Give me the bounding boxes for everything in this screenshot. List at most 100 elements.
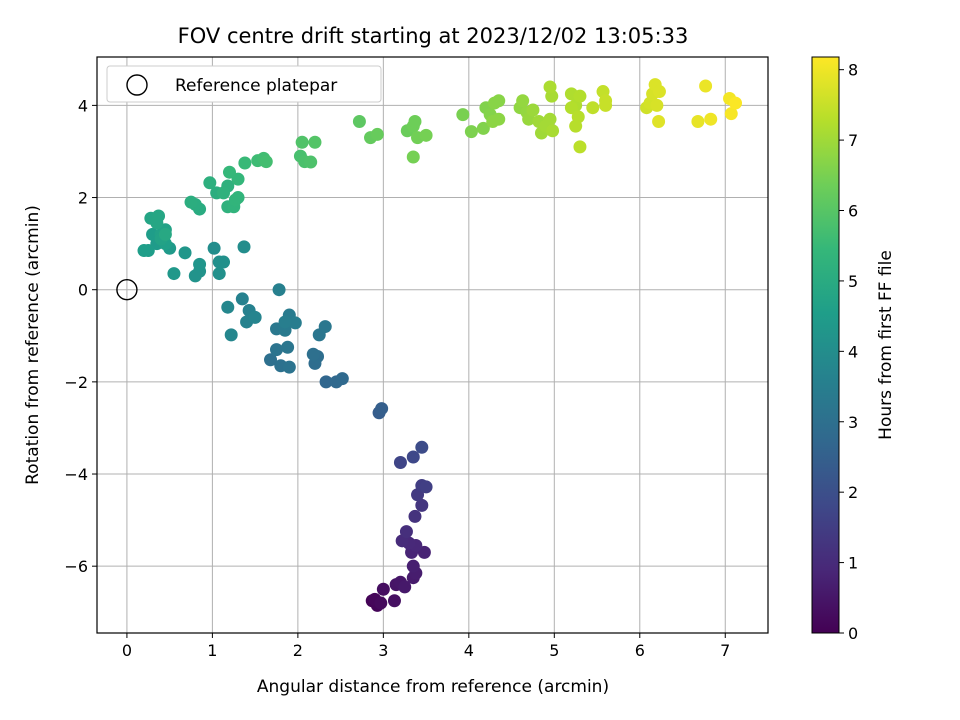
legend: Reference platepar: [106, 65, 382, 103]
data-point: [221, 300, 235, 314]
colorbar-tick-label: 6: [848, 202, 858, 221]
legend-marker: [126, 74, 148, 96]
x-tick-label: 0: [122, 641, 132, 660]
data-point: [235, 292, 249, 306]
data-point: [158, 227, 172, 241]
data-point: [729, 96, 743, 110]
data-point: [599, 98, 613, 112]
data-point: [238, 156, 252, 170]
data-point: [207, 241, 221, 255]
legend-box: [106, 65, 382, 103]
data-points: [116, 78, 743, 612]
colorbar-label: Hours from first FF file: [876, 250, 896, 440]
data-point: [543, 80, 557, 94]
colorbar: 0 1 2 3 4 5 6 7 8 Hours from first FF file: [811, 56, 896, 643]
data-point: [319, 375, 333, 389]
data-point: [375, 402, 389, 416]
data-point: [231, 191, 245, 205]
data-point: [546, 124, 560, 138]
x-tick-label: 5: [549, 641, 559, 660]
data-point: [217, 186, 231, 200]
colorbar-gradient: [811, 56, 840, 634]
data-point: [308, 135, 322, 149]
data-point: [188, 269, 202, 283]
data-point: [222, 165, 236, 179]
y-axis: −6 −4 −2 0 2 4: [64, 96, 97, 576]
data-point: [652, 85, 666, 99]
data-point: [352, 115, 366, 129]
colorbar-ticks: 0 1 2 3 4 5 6 7 8: [839, 61, 858, 643]
data-point: [270, 343, 284, 357]
y-axis-label: Rotation from reference (arcmin): [23, 205, 43, 485]
x-tick-label: 2: [293, 641, 303, 660]
data-point: [370, 127, 384, 141]
data-point: [281, 340, 295, 354]
data-point: [406, 450, 420, 464]
data-point: [278, 315, 292, 329]
data-point: [569, 119, 583, 133]
y-tick-label: −6: [64, 557, 88, 576]
chart-title: FOV centre drift starting at 2023/12/02 …: [178, 24, 689, 48]
y-tick-label: −2: [64, 373, 88, 392]
data-point: [374, 596, 388, 610]
data-point: [419, 128, 433, 142]
data-point: [704, 112, 718, 126]
colorbar-tick-label: 4: [848, 342, 858, 361]
reference-marker: [116, 279, 138, 301]
data-point: [492, 112, 506, 126]
data-point: [476, 121, 490, 135]
data-point: [295, 135, 309, 149]
data-point: [564, 101, 578, 115]
y-tick-label: 4: [78, 96, 88, 115]
legend-label: Reference platepar: [175, 76, 337, 96]
data-point: [306, 347, 320, 361]
colorbar-tick-label: 2: [848, 483, 858, 502]
data-point: [167, 267, 181, 281]
data-point: [406, 559, 420, 573]
x-tick-label: 7: [720, 641, 730, 660]
data-point: [526, 103, 540, 117]
x-axis-label: Angular distance from reference (arcmin): [257, 677, 609, 697]
data-point: [456, 108, 470, 122]
colorbar-tick-label: 7: [848, 131, 858, 150]
data-point: [387, 594, 401, 608]
data-point: [398, 580, 412, 594]
data-point: [272, 283, 286, 297]
x-tick-label: 6: [635, 641, 645, 660]
data-point: [212, 267, 226, 281]
data-point: [650, 98, 664, 112]
colorbar-tick-label: 8: [848, 61, 858, 80]
colorbar-tick-label: 0: [848, 624, 858, 643]
data-point: [259, 155, 273, 169]
x-tick-label: 3: [378, 641, 388, 660]
data-point: [408, 509, 422, 523]
data-point: [237, 240, 251, 254]
data-point: [573, 140, 587, 154]
data-point: [137, 244, 151, 258]
data-point: [178, 246, 192, 260]
data-point: [184, 195, 198, 209]
data-point: [464, 125, 478, 139]
data-point: [406, 150, 420, 164]
data-point: [304, 155, 318, 169]
data-point: [573, 89, 587, 103]
y-tick-label: −4: [64, 465, 88, 484]
data-point: [699, 79, 713, 93]
data-point: [399, 525, 413, 539]
data-point: [264, 353, 278, 367]
colorbar-tick-label: 5: [848, 272, 858, 291]
grid-lines: [97, 57, 768, 633]
y-tick-label: 2: [78, 189, 88, 208]
data-point: [415, 440, 429, 454]
data-point: [203, 176, 217, 190]
x-axis: 0 1 2 3 4 5 6 7: [122, 633, 730, 660]
data-point: [282, 360, 296, 374]
data-point: [393, 456, 407, 470]
data-point: [724, 107, 738, 121]
data-point: [586, 101, 600, 115]
data-point: [335, 372, 349, 386]
data-point: [318, 320, 332, 334]
colorbar-tick-label: 1: [848, 554, 858, 573]
data-point: [419, 480, 433, 494]
